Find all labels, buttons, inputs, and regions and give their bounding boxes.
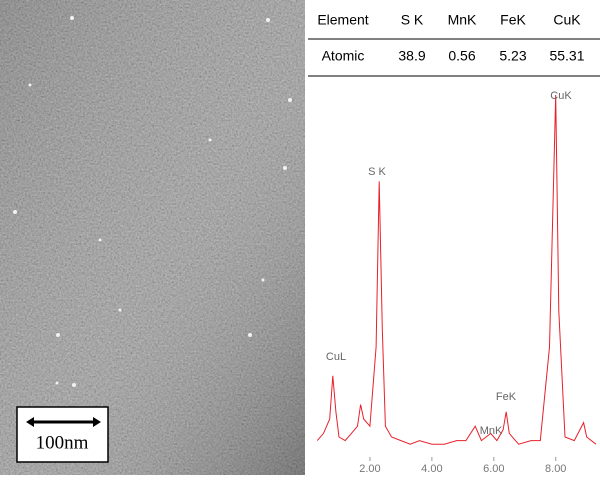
table-header-cell: CuK — [553, 12, 581, 28]
x-tick-label: 6.00 — [483, 463, 504, 475]
peak-label: S K — [368, 166, 386, 178]
spectrum: 2.00 4.00 6.00 8.00 S K CuK CuL FeK MnK — [317, 90, 596, 475]
x-tick-label: 2.00 — [359, 463, 380, 475]
peak-label: CuL — [326, 351, 346, 363]
spectrum-line — [317, 95, 596, 444]
table-cell: 0.56 — [448, 48, 475, 64]
x-tick-label: 4.00 — [421, 463, 442, 475]
x-tick-label: 8.00 — [545, 463, 566, 475]
table-cell: 38.9 — [398, 48, 425, 64]
sem-image: 100nm — [0, 0, 305, 475]
table-header-cell: S K — [401, 12, 424, 28]
table: Element S K MnK FeK CuK Atomic 38.9 0.56 5.23 55.… — [308, 12, 600, 76]
table-header-cell: FeK — [500, 12, 526, 28]
scale-bar-label: 100nm — [36, 432, 89, 453]
peak-label: CuK — [550, 90, 572, 102]
table-cell: Atomic — [322, 48, 365, 64]
table-cell: 55.31 — [549, 48, 584, 64]
table-cell: 5.23 — [499, 48, 526, 64]
peak-label: MnK — [480, 425, 503, 437]
peak-label: FeK — [496, 391, 517, 403]
table-header-cell: Element — [317, 12, 368, 28]
figure: 100nm Element S K MnK FeK CuK Atomic 38.9 0.56 5… — [0, 0, 600, 475]
table-header-cell: MnK — [448, 12, 477, 28]
